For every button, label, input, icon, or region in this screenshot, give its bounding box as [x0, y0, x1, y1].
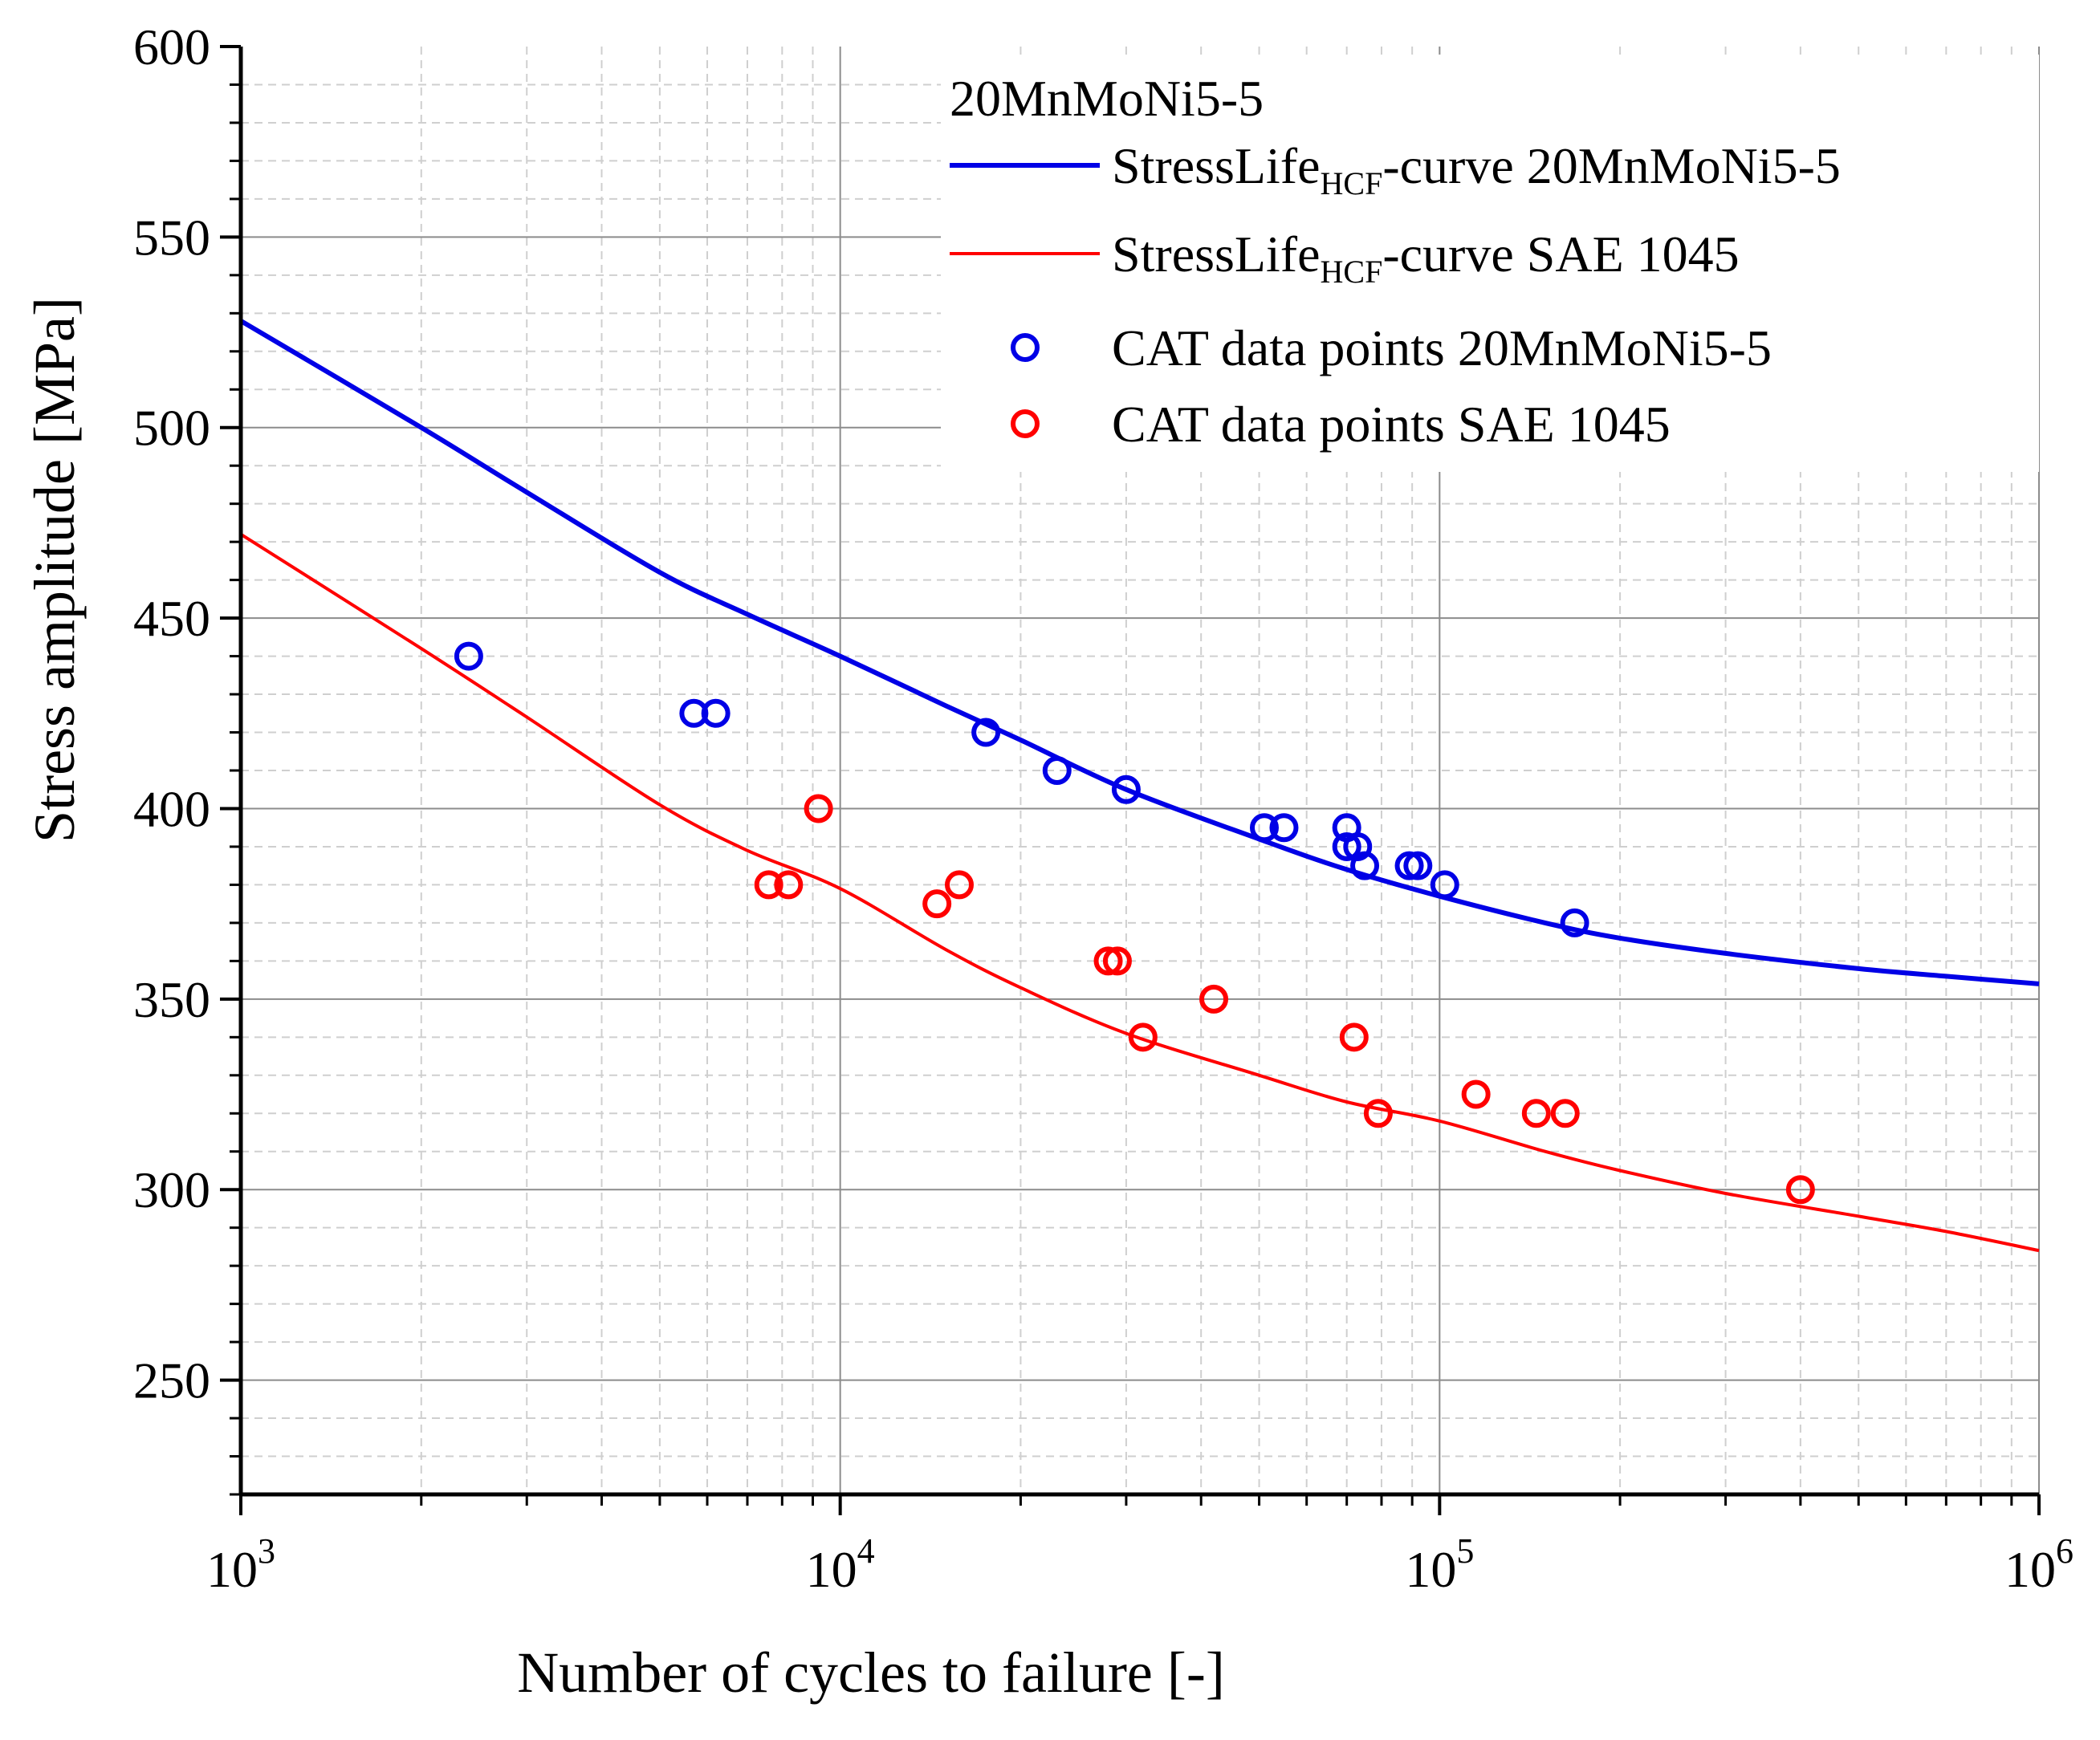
- legend-title: 20MnMoNi5-5: [950, 70, 1264, 127]
- red-data-point: [922, 889, 952, 919]
- y-tick-label: 400: [133, 780, 210, 837]
- legend-entry-label: CAT data points SAE 1045: [1112, 396, 1671, 453]
- blue-data-point: [454, 641, 483, 671]
- y-tick-label: 450: [133, 590, 210, 647]
- x-tick-label: 103: [206, 1531, 275, 1598]
- y-tick-label: 500: [133, 400, 210, 457]
- legend-entry-label: StressLifeHCF-curve 20MnMoNi5-5: [1112, 137, 1841, 201]
- blue-data-point: [1394, 851, 1424, 880]
- blue-data-point: [1269, 813, 1299, 843]
- blue-data-point: [1430, 870, 1459, 900]
- legend-box: [941, 55, 2039, 472]
- red-data-point: [1199, 984, 1229, 1014]
- blue-data-point: [1249, 813, 1279, 843]
- red-stress-life-curve: [239, 533, 2040, 1253]
- blue-data-point: [971, 718, 1001, 747]
- y-tick-label: 300: [133, 1161, 210, 1218]
- x-axis-title: Number of cycles to failure [-]: [517, 1640, 1225, 1705]
- blue-data-point: [1111, 774, 1141, 804]
- red-data-point: [1521, 1099, 1551, 1128]
- red-data-point: [1363, 1099, 1393, 1128]
- plot-series: [239, 319, 2040, 1253]
- red-data-point: [1339, 1022, 1369, 1052]
- red-data-point: [1102, 946, 1132, 976]
- red-data-point: [1128, 1022, 1158, 1052]
- y-tick-label: 550: [133, 209, 210, 266]
- x-tick-label: 104: [806, 1531, 875, 1598]
- red-data-point: [1461, 1079, 1491, 1109]
- red-data-point: [1093, 946, 1123, 976]
- blue-data-point: [1560, 908, 1589, 937]
- blue-data-point: [1403, 851, 1433, 880]
- legend-marker-icon: [1011, 409, 1040, 438]
- blue-data-point: [1042, 756, 1072, 785]
- x-tick-label: 106: [2004, 1531, 2074, 1598]
- y-tick-label: 600: [133, 18, 210, 75]
- y-axis-title: Stress amplitude [MPa]: [22, 297, 87, 843]
- blue-data-point: [1350, 851, 1380, 880]
- legend-entry-label: StressLifeHCF-curve SAE 1045: [1112, 226, 1740, 290]
- blue-data-point: [701, 698, 731, 728]
- red-data-point: [774, 870, 804, 900]
- legend: 20MnMoNi5-5 StressLifeHCF-curve 20MnMoNi5…: [941, 55, 2039, 472]
- red-data-point: [1785, 1175, 1815, 1205]
- red-data-point: [804, 794, 833, 823]
- y-tick-label: 250: [133, 1352, 210, 1409]
- blue-data-point: [1332, 831, 1361, 861]
- axes: 250 300 350 400 450 500 550 600 103 104 105 106: [133, 18, 2074, 1598]
- red-data-point: [754, 870, 783, 900]
- legend-entry-label: CAT data points 20MnMoNi5-5: [1112, 319, 1772, 376]
- x-tick-label: 105: [1405, 1531, 1474, 1598]
- red-data-point: [1550, 1099, 1580, 1128]
- red-data-point: [944, 870, 974, 900]
- y-tick-label: 350: [133, 971, 210, 1028]
- legend-marker-icon: [1011, 333, 1040, 362]
- blue-stress-life-curve: [239, 319, 2040, 986]
